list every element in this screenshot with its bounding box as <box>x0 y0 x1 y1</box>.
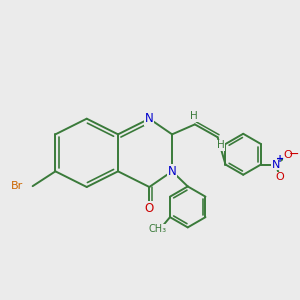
Text: N: N <box>145 112 154 125</box>
Text: −: − <box>289 148 299 160</box>
Text: O: O <box>276 172 284 182</box>
Text: N: N <box>272 160 280 170</box>
Text: O: O <box>145 202 154 215</box>
Text: CH₃: CH₃ <box>149 224 167 234</box>
Text: O: O <box>283 150 292 161</box>
Text: +: + <box>276 154 284 164</box>
Text: H: H <box>217 140 224 150</box>
Text: Br: Br <box>11 181 23 191</box>
Text: H: H <box>190 111 197 122</box>
Text: N: N <box>168 165 176 178</box>
